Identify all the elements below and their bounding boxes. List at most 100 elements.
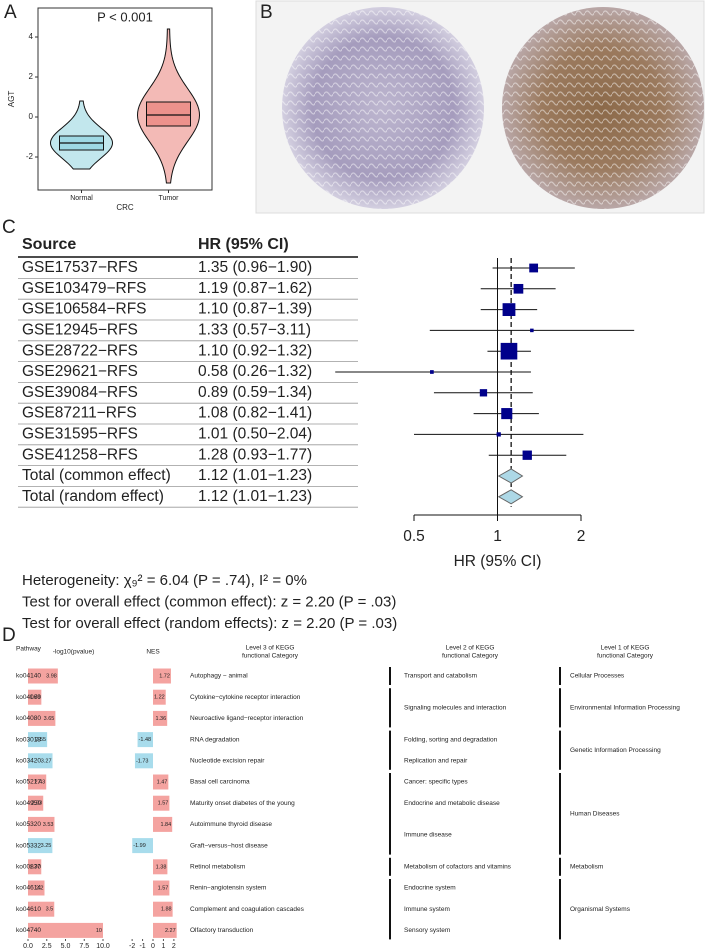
bar bbox=[28, 859, 42, 875]
pathway-id: ko00830 bbox=[16, 864, 41, 871]
bar bbox=[28, 795, 44, 811]
bar-value-label: 1.57 bbox=[158, 801, 169, 807]
level1-name: Metabolism bbox=[570, 864, 603, 871]
level3-name: Nucleotide excision repair bbox=[190, 758, 265, 765]
x-tick-label: 2.5 bbox=[42, 943, 52, 950]
hr-label: 0.89 (0.59−1.34) bbox=[198, 384, 312, 401]
pathway-id: ko05332 bbox=[16, 842, 41, 849]
bar-value-label: 10 bbox=[96, 928, 102, 934]
column-header: Level 2 of KEGG bbox=[446, 645, 495, 652]
bar-value-label: 1.77 bbox=[30, 864, 41, 870]
bar-value-label: 3.98 bbox=[46, 673, 57, 679]
violin bbox=[49, 100, 113, 170]
hr-square bbox=[496, 432, 501, 437]
bar-value-label: 1.36 bbox=[155, 716, 166, 722]
study-name: Total (common effect) bbox=[22, 467, 171, 484]
bar bbox=[28, 901, 55, 917]
level1-name: Organismal Systems bbox=[570, 906, 631, 913]
hr-label: 1.35 (0.96−1.90) bbox=[198, 259, 312, 276]
x-tick-label: 5.0 bbox=[61, 943, 71, 950]
x-tick-label: 7.5 bbox=[79, 943, 89, 950]
hr-square bbox=[502, 303, 516, 317]
bar bbox=[28, 880, 45, 896]
hr-square bbox=[530, 328, 534, 333]
bar bbox=[28, 689, 42, 705]
panel-label: A bbox=[4, 2, 17, 23]
bar-value-label: 1.38 bbox=[156, 864, 167, 870]
hr-square bbox=[513, 283, 524, 294]
level3-name: Cytokine−cytokine receptor interaction bbox=[190, 694, 301, 701]
level3-name: RNA degradation bbox=[190, 736, 240, 743]
level1-name: Cellular Processes bbox=[570, 673, 625, 680]
bar bbox=[28, 922, 103, 938]
bar-value-label: 3.65 bbox=[44, 716, 55, 722]
level3-name: Graft−versus−host disease bbox=[190, 842, 268, 849]
bar bbox=[153, 710, 168, 726]
bar bbox=[153, 668, 171, 684]
hr-label: 0.58 (0.26−1.32) bbox=[198, 363, 312, 380]
level2-name: Transport and catabolism bbox=[404, 673, 477, 680]
panel-label: C bbox=[2, 217, 16, 238]
y-tick-label: 2 bbox=[29, 72, 34, 81]
hr-label: 1.28 (0.93−1.77) bbox=[198, 446, 312, 463]
stat-note: Test for overall effect (random effects)… bbox=[22, 615, 397, 632]
bar-value-label: 3.27 bbox=[41, 758, 52, 764]
stat-note: Heterogeneity: χ₉² = 6.04 (P = .74), I² … bbox=[22, 572, 307, 589]
level2-name: Folding, sorting and degradation bbox=[404, 736, 498, 743]
level3-name: Retinol metabolism bbox=[190, 864, 245, 871]
column-header: Level 3 of KEGG bbox=[246, 645, 295, 652]
level2-name: Immune system bbox=[404, 906, 450, 913]
x-axis-label: HR (95% CI) bbox=[454, 553, 542, 570]
hr-square bbox=[500, 342, 518, 360]
bar bbox=[28, 732, 48, 748]
x-tick-label: Tumor bbox=[159, 195, 180, 202]
x-tick-label: 0 bbox=[151, 943, 155, 950]
level3-name: Basal cell carcinoma bbox=[190, 779, 250, 786]
study-name: GSE17537−RFS bbox=[22, 259, 138, 276]
x-tick-label: 10.0 bbox=[96, 943, 110, 950]
hr-label: 1.12 (1.01−1.23) bbox=[198, 467, 312, 484]
level3-name: Olfactory transduction bbox=[190, 927, 254, 934]
study-name: GSE106584−RFS bbox=[22, 301, 147, 318]
bar-value-label: 1.84 bbox=[160, 822, 171, 828]
hr-label: 1.12 (1.01−1.23) bbox=[198, 488, 312, 505]
y-tick-label: 4 bbox=[29, 32, 34, 41]
bar-value-label: -1.73 bbox=[136, 758, 149, 764]
x-tick-label: 1 bbox=[493, 528, 502, 545]
bar-value-label: 2.2 bbox=[36, 885, 44, 891]
x-tick-label: 1 bbox=[161, 943, 165, 950]
bar-value-label: 2.27 bbox=[165, 928, 176, 934]
study-name: GSE87211−RFS bbox=[22, 405, 137, 422]
bar bbox=[153, 816, 173, 832]
level2-name: Endocrine system bbox=[404, 885, 456, 892]
bar bbox=[153, 901, 173, 917]
bar-value-label: 3.53 bbox=[43, 822, 54, 828]
panel-label: D bbox=[2, 625, 16, 646]
level2-name: Sensory system bbox=[404, 927, 450, 934]
tissue-texture bbox=[282, 7, 484, 209]
bar bbox=[28, 838, 53, 854]
y-tick-label: 0 bbox=[29, 112, 34, 121]
bar bbox=[134, 753, 153, 769]
level2-name: Immune disease bbox=[404, 832, 452, 839]
hr-square bbox=[522, 450, 532, 460]
box bbox=[146, 101, 191, 127]
hr-label: 1.10 (0.87−1.39) bbox=[198, 301, 312, 318]
ihc-images bbox=[255, 0, 705, 214]
bar bbox=[28, 816, 55, 832]
level1-name: Human Diseases bbox=[570, 811, 620, 818]
hr-square bbox=[479, 389, 488, 397]
level3-name: Maturity onset diabetes of the young bbox=[190, 800, 295, 807]
chart-title: P < 0.001 bbox=[97, 9, 153, 24]
level2-name: Endocrine and metabolic disease bbox=[404, 800, 500, 807]
study-name: GSE41258−RFS bbox=[22, 446, 138, 463]
column-header: functional Category bbox=[242, 653, 299, 660]
level3-name: Neuroactive ligand−receptor interaction bbox=[190, 715, 304, 722]
bar-value-label: 3.25 bbox=[41, 843, 52, 849]
x-tick-label: 2 bbox=[172, 943, 176, 950]
bar bbox=[28, 710, 56, 726]
bar bbox=[153, 795, 170, 811]
hr-label: 1.01 (0.50−2.04) bbox=[198, 425, 312, 442]
level2-name: Cancer: specific types bbox=[404, 779, 468, 786]
